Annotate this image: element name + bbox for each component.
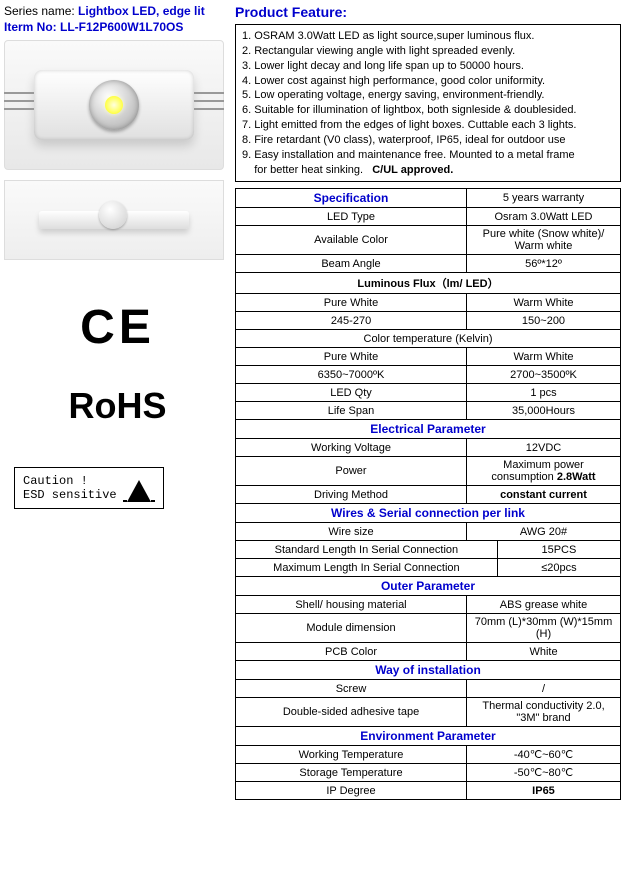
- shell-label: Shell/ housing material: [236, 596, 467, 614]
- store-label: Storage Temperature: [236, 764, 467, 782]
- colortemp-warm: 2700~3500ºK: [467, 366, 621, 384]
- led-type-value: Osram 3.0Watt LED: [467, 208, 621, 226]
- item-label: Iterm No:: [4, 20, 57, 34]
- warranty: 5 years warranty: [467, 189, 621, 208]
- feature-line: 3. Lower light decay and long life span …: [242, 59, 614, 74]
- voltage-value: 12VDC: [467, 439, 621, 457]
- warm-white: Warm White: [467, 294, 621, 312]
- screw-label: Screw: [236, 680, 467, 698]
- screw-value: /: [467, 680, 621, 698]
- colortemp-header: Color temperature (Kelvin): [236, 330, 621, 348]
- wiresize-value: AWG 20#: [467, 523, 621, 541]
- spec-title: Specification: [236, 189, 467, 208]
- ip-value: IP65: [467, 782, 621, 800]
- lumflux-header: Luminous Flux（lm/ LED）: [236, 273, 621, 294]
- voltage-label: Working Voltage: [236, 439, 467, 457]
- tape-value: Thermal conductivity 2.0, "3M" brand: [467, 698, 621, 727]
- lumflux-warm: 150~200: [467, 312, 621, 330]
- driving-label: Driving Method: [236, 486, 467, 504]
- shell-value: ABS grease white: [467, 596, 621, 614]
- color-label: Available Color: [236, 226, 467, 255]
- ledqty-label: LED Qty: [236, 384, 467, 402]
- colortemp-pure: 6350~7000ºK: [236, 366, 467, 384]
- warm-white-2: Warm White: [467, 348, 621, 366]
- electrical-title: Electrical Parameter: [236, 420, 621, 439]
- feature-box: 1. OSRAM 3.0Watt LED as light source,sup…: [235, 24, 621, 182]
- feature-line: 7. Light emitted from the edges of light…: [242, 118, 614, 133]
- feature-line: 6. Suitable for illumination of lightbox…: [242, 103, 614, 118]
- beam-value: 56º*12º: [467, 255, 621, 273]
- feature-title: Product Feature:: [235, 4, 621, 20]
- work-value: -40℃~60℃: [467, 746, 621, 764]
- pure-white-2: Pure White: [236, 348, 467, 366]
- series-value: Lightbox LED, edge lit: [78, 4, 205, 18]
- ip-label: IP Degree: [236, 782, 467, 800]
- power-label: Power: [236, 457, 467, 486]
- esd-icon: [121, 476, 157, 504]
- spec-table: Specification 5 years warranty LED Type …: [235, 188, 621, 800]
- lifespan-label: Life Span: [236, 402, 467, 420]
- feature-line: 5. Low operating voltage, energy saving,…: [242, 88, 614, 103]
- series-label: Series name:: [4, 4, 75, 18]
- tape-label: Double-sided adhesive tape: [236, 698, 467, 727]
- lumflux-pure: 245-270: [236, 312, 467, 330]
- rohs-mark: RoHS: [4, 385, 231, 427]
- pure-white: Pure White: [236, 294, 467, 312]
- product-image-side: [4, 180, 224, 260]
- pcb-value: White: [467, 643, 621, 661]
- color-value: Pure white (Snow white)/ Warm white: [467, 226, 621, 255]
- wires-title: Wires & Serial connection per link: [236, 504, 621, 523]
- feature-line: 9. Easy installation and maintenance fre…: [242, 148, 614, 163]
- item-line: Iterm No: LL-F12P600W1L70OS: [4, 20, 231, 34]
- beam-label: Beam Angle: [236, 255, 467, 273]
- std-value: 15PCS: [497, 541, 620, 559]
- product-image-top: [4, 40, 224, 170]
- item-value: LL-F12P600W1L70OS: [60, 20, 183, 34]
- caution-box: Caution ! ESD sensitive: [14, 467, 164, 509]
- ledqty-value: 1 pcs: [467, 384, 621, 402]
- driving-value: constant current: [467, 486, 621, 504]
- outer-title: Outer Parameter: [236, 577, 621, 596]
- series-line: Series name: Lightbox LED, edge lit: [4, 4, 231, 18]
- env-title: Environment Parameter: [236, 727, 621, 746]
- feature-line-last: for better heat sinking. C/UL approved.: [242, 163, 614, 178]
- ce-mark: CE: [4, 300, 231, 355]
- feature-line: 4. Lower cost against high performance, …: [242, 74, 614, 89]
- wiresize-label: Wire size: [236, 523, 467, 541]
- feature-line: 1. OSRAM 3.0Watt LED as light source,sup…: [242, 29, 614, 44]
- work-label: Working Temperature: [236, 746, 467, 764]
- dim-value: 70mm (L)*30mm (W)*15mm (H): [467, 614, 621, 643]
- max-label: Maximum Length In Serial Connection: [236, 559, 498, 577]
- max-value: ≤20pcs: [497, 559, 620, 577]
- std-label: Standard Length In Serial Connection: [236, 541, 498, 559]
- install-title: Way of installation: [236, 661, 621, 680]
- feature-line: 2. Rectangular viewing angle with light …: [242, 44, 614, 59]
- lifespan-value: 35,000Hours: [467, 402, 621, 420]
- dim-label: Module dimension: [236, 614, 467, 643]
- pcb-label: PCB Color: [236, 643, 467, 661]
- feature-line: 8. Fire retardant (V0 class), waterproof…: [242, 133, 614, 148]
- led-type-label: LED Type: [236, 208, 467, 226]
- power-cell: Maximum power consumption 2.8Watt: [467, 457, 621, 486]
- store-value: -50℃~80℃: [467, 764, 621, 782]
